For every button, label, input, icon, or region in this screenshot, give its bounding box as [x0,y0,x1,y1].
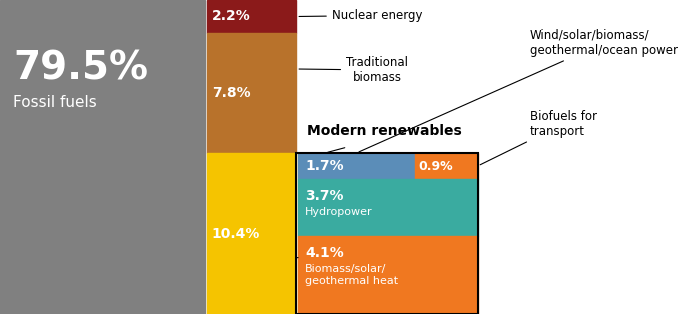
Bar [298,236,477,314]
Text: 10.4%: 10.4% [212,226,260,241]
Text: Wind/solar/biomass/
geothermal/ocean power: Wind/solar/biomass/ geothermal/ocean pow… [359,29,678,152]
Bar [298,179,477,236]
Bar [298,153,415,179]
Bar [296,153,477,314]
Bar [0,0,205,314]
Text: Traditional
biomass: Traditional biomass [299,56,408,84]
Bar [206,0,296,33]
Bar [206,153,296,314]
Bar [206,33,296,153]
Text: 2.2%: 2.2% [212,9,250,24]
Text: 79.5%: 79.5% [14,50,148,88]
Text: 1.7%: 1.7% [305,159,344,173]
Text: Biomass/solar/
geothermal heat: Biomass/solar/ geothermal heat [305,264,398,286]
Text: Hydropower: Hydropower [305,207,373,217]
Text: Fossil fuels: Fossil fuels [14,95,97,110]
Text: 0.9%: 0.9% [418,160,453,172]
Text: 4.1%: 4.1% [305,246,344,260]
Text: Biofuels for
transport: Biofuels for transport [480,110,597,165]
Text: Modern renewables: Modern renewables [307,124,462,138]
Text: Nuclear energy: Nuclear energy [299,9,422,22]
Bar [415,153,477,179]
Text: 7.8%: 7.8% [212,86,250,100]
Text: 3.7%: 3.7% [305,189,344,203]
